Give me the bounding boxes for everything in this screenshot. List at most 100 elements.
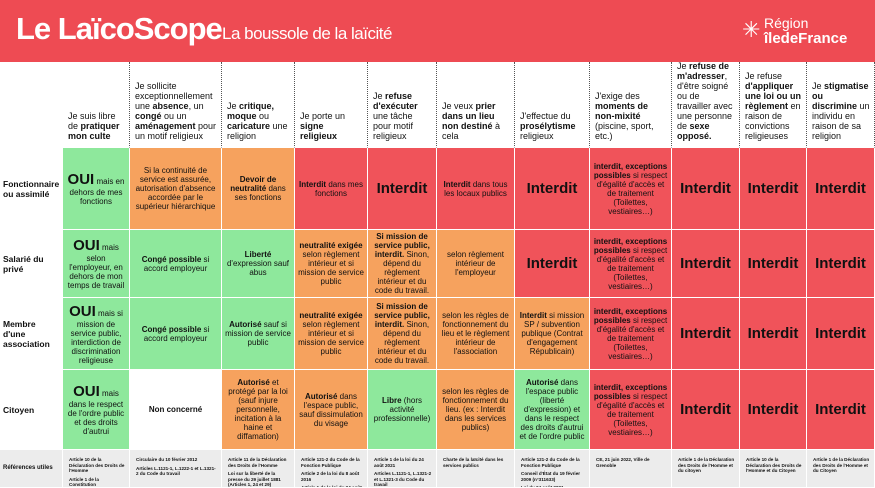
column-header: Je suis libre de pratiquer mon culte xyxy=(63,62,130,148)
cell: Interdit xyxy=(368,148,437,230)
reference-line: Loi sur la liberté de la presse du 29 ju… xyxy=(228,471,281,488)
text: si mission SP / subvention publique (Con… xyxy=(521,311,585,356)
bold-text: aménagement xyxy=(135,121,196,131)
text: une tâche pour motif religieux xyxy=(373,111,414,141)
cell: Congé possible si accord employeur xyxy=(130,298,222,370)
cell: Interdit si mission SP / subvention publ… xyxy=(515,298,590,370)
bold-text: signe religieux xyxy=(300,121,338,141)
reference: Article 1 de la Déclaration des Droits d… xyxy=(807,450,875,488)
text: Je refuse xyxy=(745,71,783,81)
cell-text: Je suis libre de pratiquer mon culte xyxy=(68,111,125,141)
cell: Devoir de neutralité dans ses fonctions xyxy=(222,148,295,230)
bold-text: sexe opposé. xyxy=(677,121,712,141)
row-label: Citoyen xyxy=(0,370,63,450)
cell: interdit, exceptions possibles si respec… xyxy=(590,148,672,230)
column-header: Je porte un signe religieux xyxy=(295,62,368,148)
text: Je suis libre de xyxy=(68,111,116,131)
cell-text: Interdit xyxy=(748,180,799,197)
bold-text: Congé possible xyxy=(141,254,202,264)
bold-text: neutralité exigée xyxy=(299,311,363,320)
cell-text: neutralité exigée selon règlement intéri… xyxy=(298,241,364,286)
text: dans tous les locaux publics xyxy=(444,179,508,198)
bold-text: Interdit xyxy=(815,255,866,272)
reference-line: Article 2 de la loi du 8 août 2016 xyxy=(301,471,360,482)
cell-text: Je sollicite exceptionnellement une abse… xyxy=(135,81,217,141)
column-header: Je refuse d'appliquer une loi ou un règl… xyxy=(740,62,807,148)
row-label: Membre d'une association xyxy=(0,298,63,370)
text: religieux xyxy=(520,131,554,141)
bold-text: Interdit xyxy=(376,180,428,197)
cell-text: OUI mais selon l'employeur, en dehors de… xyxy=(66,237,126,290)
bold-text: Interdit xyxy=(680,180,731,197)
bold-text: Interdit xyxy=(526,255,578,272)
column-header: Je sollicite exceptionnellement une abse… xyxy=(130,62,222,148)
cell-text: Interdit xyxy=(748,325,799,342)
cell: Interdit xyxy=(807,370,875,450)
cell-text: OUI mais en dehors de mes fonctions xyxy=(66,171,126,206)
cell-text: Libre (hors activité professionnelle) xyxy=(371,396,433,423)
cell-text: Congé possible si accord employeur xyxy=(133,255,218,273)
cell: Interdit xyxy=(515,230,590,298)
cell: Interdit xyxy=(740,148,807,230)
bold-text: Devoir de neutralité xyxy=(230,175,277,193)
cell: Interdit xyxy=(672,370,740,450)
cell: Libre (hors activité professionnelle) xyxy=(368,370,437,450)
cell-text: Interdit dans tous les locaux publics xyxy=(440,180,511,198)
row-label: Salarié du privé xyxy=(0,230,63,298)
cell-text: Interdit xyxy=(377,180,428,197)
row-label: Fonctionnaire ou assimilé xyxy=(0,148,63,230)
bold-text: Si mission de service public, interdit. xyxy=(374,302,430,329)
reference: Charte de la laïcité dans les services p… xyxy=(437,450,515,488)
text: Si la continuité de service est assurée,… xyxy=(135,166,216,211)
text: , un xyxy=(188,101,204,111)
bold-text: absence xyxy=(152,101,189,111)
text: selon règlement intérieur et si mission … xyxy=(298,320,364,356)
text: selon les règles de fonctionnement du li… xyxy=(441,311,510,356)
bold-text: interdit, exceptions possibles xyxy=(593,306,668,325)
text: si accord employeur xyxy=(143,254,210,273)
text: mais si mission de service public, inter… xyxy=(70,308,123,365)
cell-text: selon les règles de fonctionnement du li… xyxy=(440,311,511,356)
cell: OUI mais si mission de service public, i… xyxy=(63,298,130,370)
cell-text: Autorisé dans l'espace public (liberté d… xyxy=(518,378,586,441)
cell: Autorisé et protégé par la loi (sauf inj… xyxy=(222,370,295,450)
cell-text: Je refuse d'exécuter une tâche pour moti… xyxy=(373,91,432,141)
cell-text: selon les règles de fonctionnement du li… xyxy=(440,387,511,432)
tagline: La boussole de la laïcité xyxy=(222,24,392,43)
cell-text: Liberté d'expression sauf abus xyxy=(225,250,291,277)
reference-line: Articles L.1121-1, L.1222-1 et L.1321-2 … xyxy=(136,465,216,477)
cell-text: J'effectue du prosélytisme religieux xyxy=(520,111,585,141)
column-header: Je refuse d'exécuter une tâche pour moti… xyxy=(368,62,437,148)
reference-line: Article 1 de la Déclaration des Droits d… xyxy=(678,457,735,474)
cell-text: Interdit xyxy=(680,325,731,342)
cell-text: Je veux prier dans un lieu non destiné à… xyxy=(442,101,510,141)
cell: Congé possible si accord employeur xyxy=(130,230,222,298)
cell-text: Interdit si mission SP / subvention publ… xyxy=(518,311,586,356)
cell-text: Si mission de service public, interdit. … xyxy=(371,302,433,365)
bold-text: Liberté xyxy=(244,250,272,259)
bold-text: OUI xyxy=(73,383,100,400)
column-header: Je veux prier dans un lieu non destiné à… xyxy=(437,62,515,148)
cell: Liberté d'expression sauf abus xyxy=(222,230,295,298)
bold-text: prosélytisme xyxy=(520,121,576,131)
bold-text: OUI xyxy=(67,171,95,188)
bold-text: interdit, exceptions possibles xyxy=(593,161,668,180)
cell-text: Interdit xyxy=(680,180,731,197)
bold-text: critique, moque xyxy=(227,101,275,121)
cell: interdit, exceptions possibles si respec… xyxy=(590,230,672,298)
cell-text: Je stigmatise ou discrimine un individu … xyxy=(812,81,870,141)
text: sauf si mission de service public xyxy=(225,320,291,347)
text: Je xyxy=(227,101,240,111)
column-header: Je stigmatise ou discrimine un individu … xyxy=(807,62,875,148)
text: Je xyxy=(812,81,825,91)
reference-line: Article 1 de la Déclaration des Droits d… xyxy=(813,457,870,474)
column-header: Je critique, moque ou caricature une rel… xyxy=(222,62,295,148)
reference: Article 10 de la Déclaration des Droits … xyxy=(740,450,807,488)
cell: Autorisé sauf si mission de service publ… xyxy=(222,298,295,370)
bold-text: Interdit xyxy=(443,179,471,189)
text: selon règlement intérieur et si mission … xyxy=(298,250,364,286)
text: une religion xyxy=(227,121,288,141)
cell-text: Si la continuité de service est assurée,… xyxy=(133,166,218,211)
cell: Si la continuité de service est assurée,… xyxy=(130,148,222,230)
cell: selon les règles de fonctionnement du li… xyxy=(437,298,515,370)
